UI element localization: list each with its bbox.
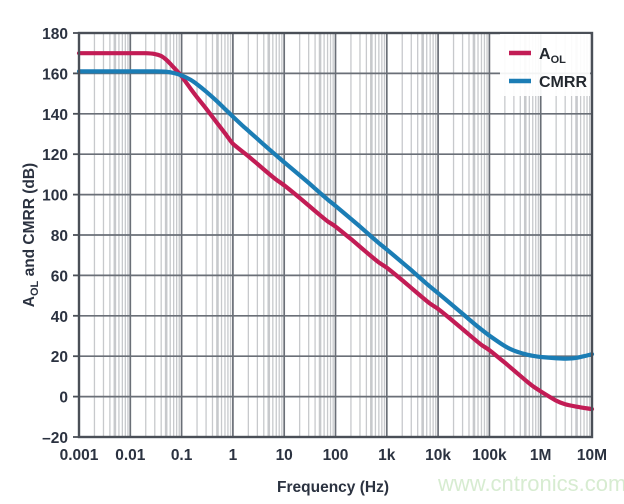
x-tick-label: 1 [229,447,238,464]
y-axis-title-text: AOL and CMRR (dB) [21,163,41,307]
chart-legend: AOL CMRR [500,34,590,96]
legend-item-aol: AOL [509,46,566,66]
x-tick-label: 10k [425,447,451,464]
x-axis-title: Frequency (Hz) [277,479,389,496]
x-tick-label: 1k [378,447,396,464]
watermark-text: www.cntronics.com [437,471,624,496]
legend-label-cmrr: CMRR [539,74,587,91]
x-tick-label: 10M [577,447,607,464]
x-tick-label: 0.1 [171,447,193,464]
legend-label-aol-main: A [539,46,551,63]
y-axis-title-main: A [21,296,38,307]
x-tick-label: 100k [472,447,507,464]
legend-background [500,34,590,96]
y-tick-label: 160 [42,66,68,83]
x-axis-tick-labels: 0.001 0.01 0.1 1 10 100 1k 10k 100k 1M 10M [60,447,607,464]
y-tick-label: 120 [42,147,68,164]
y-tick-label: 40 [51,309,68,326]
y-tick-label: 60 [51,268,68,285]
legend-item-cmrr: CMRR [509,74,587,91]
y-axis-title-sub: OL [29,280,41,296]
y-tick-label: 140 [42,107,68,124]
x-tick-label: 10 [276,447,293,464]
legend-label-aol: AOL [539,46,566,66]
x-tick-label: 100 [323,447,349,464]
y-axis-title-rest: and CMRR (dB) [21,163,38,281]
y-axis-title: AOL and CMRR (dB) [21,163,41,307]
y-tick-label: 100 [42,188,68,205]
plot-frame [77,31,594,439]
x-tick-label: 0.01 [115,447,146,464]
y-axis-tick-labels: –20 0 20 40 60 80 100 120 140 160 180 [42,26,68,447]
y-tick-label: 180 [42,26,68,43]
y-tick-label: 0 [59,390,68,407]
y-tick-label: 80 [51,228,68,245]
series-line-cmrr [76,69,595,361]
y-tick-label: 20 [51,349,68,366]
x-tick-label: 1M [530,447,552,464]
x-tick-label: 0.001 [60,447,99,464]
legend-label-cmrr-main: CMRR [539,74,587,91]
y-tick-label: –20 [42,430,68,447]
data-series-group [76,51,595,412]
legend-label-aol-sub: OL [551,54,567,66]
